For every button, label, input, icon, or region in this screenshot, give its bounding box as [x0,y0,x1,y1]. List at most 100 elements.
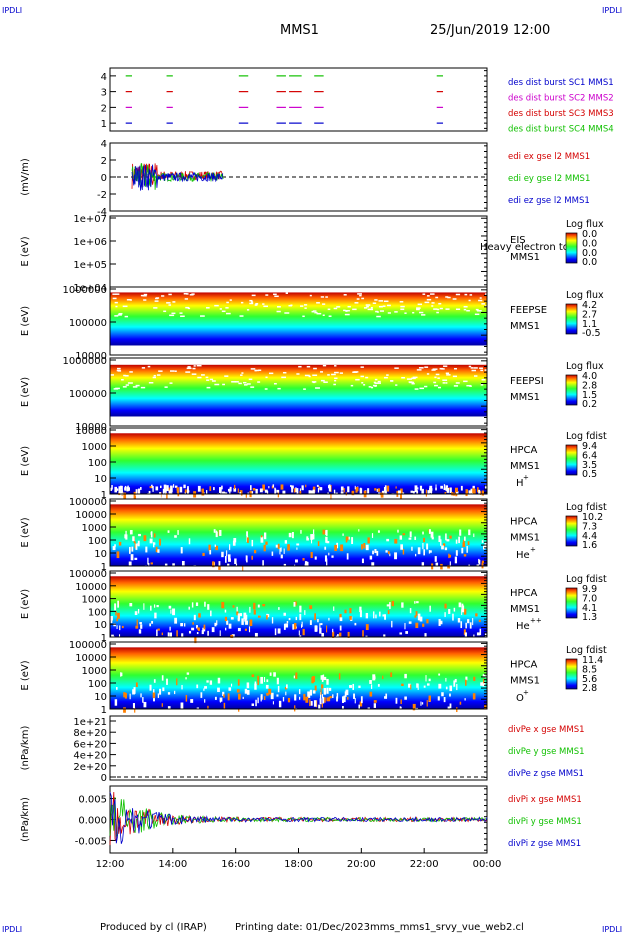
noise-pixel-69 [343,309,346,312]
heatmap-field [110,364,487,417]
noise-pixel-170 [149,486,152,489]
noise-pixel-165 [312,489,315,495]
noise-pixel-83 [473,676,476,681]
noise-pixel-145 [466,309,470,312]
noise-pixel-170 [391,600,394,607]
noise-pixel-55 [180,702,184,709]
noise-pixel-87 [333,606,335,611]
panel-frame [109,641,488,710]
noise-pixel-131 [180,622,184,627]
ylabel: E (eV) [20,236,31,266]
noise-pixel-198 [435,487,437,491]
heatmap-field [110,433,487,494]
noise-pixel-4 [129,371,133,373]
species-charge: + [523,688,529,696]
noise-pixel-40 [306,365,311,368]
noise-pixel-34 [294,601,297,606]
noise-pixel-110 [481,490,485,496]
noise-pixel-13 [468,365,472,368]
noise-pixel-129 [431,305,434,307]
noise-pixel-208 [219,529,222,536]
noise-pixel-149 [449,535,452,539]
noise-pixel-159 [373,381,376,384]
noise-pixel-129 [322,529,326,535]
noise-pixel-30 [156,629,158,637]
ytick-label-0: 10000 [75,351,107,362]
noise-pixel-140 [164,563,168,567]
noise-pixel-102 [281,376,287,379]
noise-pixel-7 [183,292,188,295]
colorbar [565,374,578,406]
noise-pixel-97 [437,377,440,379]
noise-pixel-75 [286,684,288,689]
noise-pixel-30 [481,378,486,381]
noise-pixel-63 [347,536,350,540]
noise-pixel-127 [330,695,332,699]
noise-pixel-21 [236,611,239,616]
noise-pixel-50 [308,375,311,378]
noise-pixel-164 [272,484,275,488]
noise-pixel-66 [143,299,147,301]
noise-pixel-216 [359,487,362,493]
noise-pixel-96 [276,310,281,313]
noise-pixel-191 [187,488,189,494]
noise-pixel-154 [305,696,309,703]
noise-pixel-102 [293,623,297,630]
noise-pixel-101 [331,555,334,558]
noise-pixel-109 [458,602,462,608]
colorbar-tick-0: 11.4 [582,655,603,666]
noise-pixel-37 [387,304,391,307]
ylabel: E (eV) [20,517,31,547]
noise-pixel-17 [140,693,142,698]
noise-pixel-114 [412,703,416,711]
noise-pixel-93 [456,491,459,494]
noise-pixel-108 [377,530,380,533]
noise-pixel-110 [419,616,423,622]
noise-pixel-144 [474,313,480,316]
noise-pixel-115 [112,297,117,300]
noise-pixel-177 [284,540,288,544]
heatmap-field [110,647,487,709]
noise-pixel-112 [211,380,216,382]
noise-pixel-66 [296,373,300,375]
noise-pixel-65 [163,484,167,492]
noise-pixel-88 [384,490,387,494]
noise-pixel-144 [360,696,363,704]
colorbar-tick-3: 1.3 [582,612,597,623]
noise-pixel-74 [298,689,301,695]
noise-pixel-99 [320,371,323,373]
noise-pixel-171 [371,562,375,567]
noise-pixel-35 [416,308,420,311]
noise-pixel-143 [211,627,215,633]
noise-pixel-84 [116,551,120,559]
noise-pixel-36 [468,299,471,302]
noise-pixel-214 [482,674,486,677]
noise-pixel-135 [314,556,317,560]
noise-pixel-137 [400,305,405,308]
noise-pixel-77 [382,614,385,617]
panel-hpca_he: 1 10 100 1000 10000 100000 E (eV) HPCA MMS1 He+ Lo… [20,497,607,573]
noise-pixel-102 [317,541,320,547]
colorbar-tick-2: 4.1 [582,603,597,614]
noise-pixel-179 [321,694,324,699]
colorbar-tick-1: 2.7 [582,309,597,320]
noise-pixel-123 [339,613,342,621]
heatmap-field [110,504,487,566]
colorbar-title: Log fdist [566,431,607,442]
noise-pixel-219 [278,607,280,610]
noise-pixel-143 [112,293,117,295]
noise-pixel-45 [231,381,236,383]
noise-pixel-166 [291,532,294,539]
noise-pixel-30 [328,315,332,317]
noise-pixel-161 [376,550,379,556]
noise-pixel-16 [319,627,322,634]
noise-pixel-85 [401,602,404,608]
noise-pixel-82 [254,683,257,690]
noise-pixel-21 [166,678,168,685]
noise-pixel-205 [345,689,349,696]
noise-pixel-155 [385,693,388,699]
noise-pixel-78 [293,488,296,493]
ytick-label-0: -4 [97,207,107,218]
noise-pixel-58 [111,636,115,643]
noise-pixel-58 [343,695,346,703]
